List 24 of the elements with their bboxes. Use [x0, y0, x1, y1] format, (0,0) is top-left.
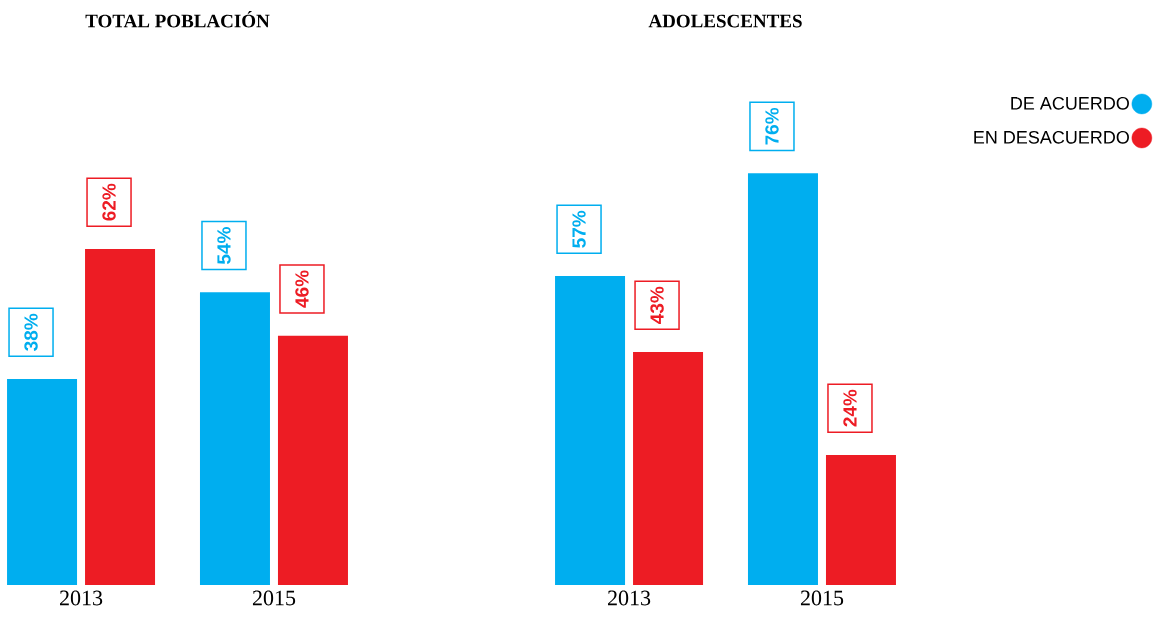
- data-label: 24%: [843, 389, 857, 427]
- bar: [555, 276, 626, 585]
- bar: [199, 292, 270, 585]
- data-label: 38%: [24, 313, 38, 351]
- data-label: 62%: [102, 183, 116, 221]
- data-label: 43%: [650, 286, 664, 324]
- bar: [825, 454, 896, 585]
- bar: [277, 335, 348, 585]
- chart-title: ADOLESCENTES: [648, 14, 802, 28]
- chart-title: TOTAL POBLACIÓN: [85, 11, 270, 28]
- bar: [7, 379, 78, 585]
- x-tick-label: 2015: [252, 590, 296, 606]
- data-label: 76%: [765, 107, 779, 145]
- data-label: 57%: [572, 210, 586, 248]
- data-label: 54%: [217, 227, 231, 265]
- x-tick-label: 2015: [800, 590, 844, 606]
- x-tick-label: 2013: [608, 590, 651, 606]
- bar: [747, 173, 818, 585]
- x-tick-label: 2013: [60, 590, 103, 606]
- bar: [633, 351, 704, 585]
- data-label: 46%: [295, 270, 309, 308]
- legend-label: DE ACUERDO: [1011, 96, 1129, 110]
- bar: [85, 249, 156, 585]
- legend-label: EN DESACUERDO: [974, 130, 1129, 144]
